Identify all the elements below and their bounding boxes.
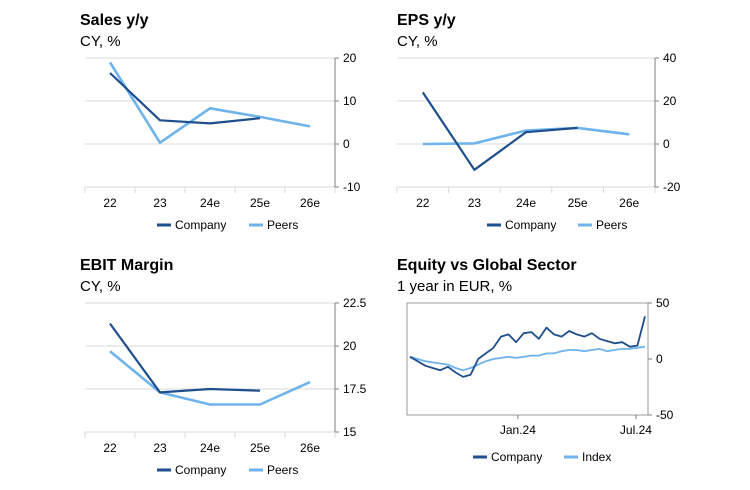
eps-yy-chart: 40 20 0 -20 22 23 24e 25e 26e Company Peers [396, 51, 681, 232]
chart-subtitle: CY, % [397, 33, 438, 50]
sales-yy-chart: 20 10 0 -10 22 23 24e 25e 26e Company Peers [84, 51, 361, 232]
chart-subtitle: CY, % [80, 278, 121, 295]
y-tick-label: 40 [663, 51, 677, 65]
x-tick-label: 22 [103, 196, 117, 210]
y-tick-label: 22.5 [343, 296, 367, 310]
ebit-margin-panel: EBIT Margin CY, % 22.5 20 17.5 15 22 23 24e 25e… [0, 245, 375, 490]
series-line-company [409, 316, 646, 378]
x-tick-label: 25e [250, 441, 270, 455]
y-tick-label: 0 [656, 352, 663, 366]
legend-label-peers: Peers [267, 463, 298, 477]
x-tick-label: 24e [200, 441, 220, 455]
legend-label-company: Company [491, 450, 542, 464]
legend-label-index: Index [582, 450, 611, 464]
equity-vs-sector-chart: 50 0 -50 Jan.24 Jul.24 Company Index [406, 296, 674, 464]
y-tick-label: 15 [343, 425, 357, 439]
x-tick-label: 22 [103, 441, 117, 455]
series-line-company [109, 322, 261, 394]
x-tick-label: 25e [568, 196, 588, 210]
series-line-company [109, 72, 261, 125]
x-tick-label: 26e [619, 196, 639, 210]
chart-subtitle: CY, % [80, 33, 121, 50]
eps-yy-panel: EPS y/y CY, % 40 20 0 -20 22 23 24e 25e 26e Compa… [375, 0, 750, 245]
legend-label-company: Company [175, 463, 226, 477]
chart-title: EBIT Margin [80, 257, 174, 274]
x-tick-label: 26e [300, 441, 320, 455]
equity-vs-sector-panel: Equity vs Global Sector 1 year in EUR, %… [375, 245, 750, 490]
x-tick-label: 23 [153, 196, 167, 210]
x-tick-label: Jul.24 [620, 423, 652, 437]
series-line-peers [108, 61, 311, 144]
x-tick-label: 23 [468, 196, 482, 210]
legend-label-company: Company [505, 218, 556, 232]
series-line-index [409, 345, 646, 372]
chart-subtitle: 1 year in EUR, % [397, 278, 513, 295]
legend-label-peers: Peers [596, 218, 627, 232]
chart-title: EPS y/y [397, 12, 456, 29]
legend-label-peers: Peers [267, 218, 298, 232]
y-tick-label: 10 [343, 94, 357, 108]
y-tick-label: 50 [656, 296, 670, 310]
series-line-company [421, 91, 578, 171]
x-tick-label: 24e [516, 196, 536, 210]
sales-yy-panel: Sales y/y CY, % 20 10 0 -10 22 23 24e 25e 26e Com… [0, 0, 375, 245]
y-tick-label: 0 [663, 137, 670, 151]
y-tick-label: 20 [343, 339, 357, 353]
x-tick-label: 23 [153, 441, 167, 455]
series-line-peers [109, 350, 311, 406]
y-tick-label: -20 [663, 180, 681, 194]
y-tick-label: 17.5 [343, 382, 367, 396]
chart-title: Sales y/y [80, 12, 149, 29]
y-tick-label: -10 [343, 180, 361, 194]
plot-frame [406, 302, 649, 416]
series-line-peers [422, 126, 630, 146]
ebit-margin-chart: 22.5 20 17.5 15 22 23 24e 25e 26e Company Peers [84, 296, 367, 477]
x-tick-label: 24e [200, 196, 220, 210]
x-tick-label: 22 [416, 196, 430, 210]
x-tick-label: 26e [300, 196, 320, 210]
chart-title: Equity vs Global Sector [397, 257, 577, 274]
y-tick-label: 20 [343, 51, 357, 65]
x-tick-label: Jan.24 [500, 423, 536, 437]
legend-label-company: Company [175, 218, 226, 232]
y-tick-label: -50 [656, 408, 674, 422]
y-tick-label: 0 [343, 137, 350, 151]
x-tick-label: 25e [250, 196, 270, 210]
y-tick-label: 20 [663, 94, 677, 108]
